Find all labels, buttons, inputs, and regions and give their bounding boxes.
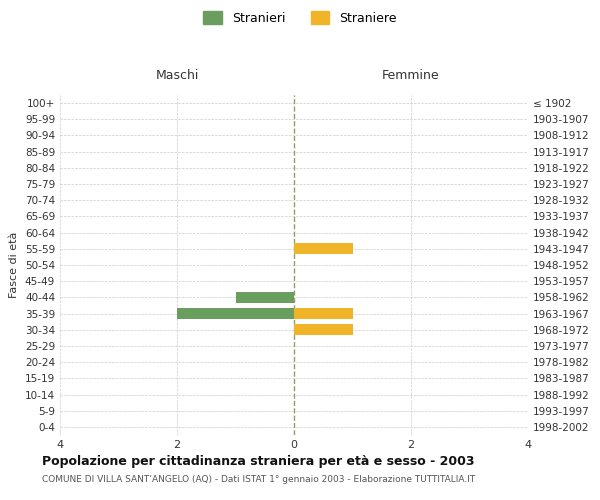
Text: Popolazione per cittadinanza straniera per età e sesso - 2003: Popolazione per cittadinanza straniera p…	[42, 455, 475, 468]
Bar	[294, 243, 353, 254]
Bar	[235, 292, 294, 303]
Legend: Stranieri, Straniere: Stranieri, Straniere	[198, 6, 402, 30]
Bar	[294, 308, 353, 319]
Bar	[177, 308, 294, 319]
Text: Maschi: Maschi	[155, 70, 199, 82]
Y-axis label: Fasce di età: Fasce di età	[10, 232, 19, 298]
Text: Femmine: Femmine	[382, 70, 440, 82]
Text: COMUNE DI VILLA SANT’ANGELO (AQ) - Dati ISTAT 1° gennaio 2003 - Elaborazione TUT: COMUNE DI VILLA SANT’ANGELO (AQ) - Dati …	[42, 475, 475, 484]
Bar	[294, 324, 353, 336]
